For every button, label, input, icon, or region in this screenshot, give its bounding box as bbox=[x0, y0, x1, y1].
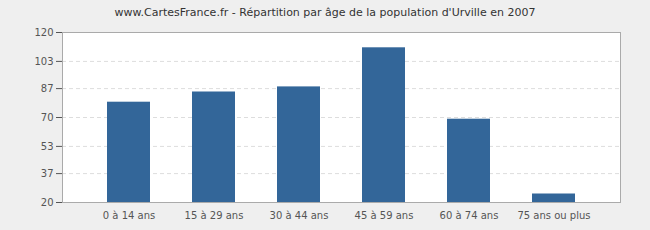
svg-text:60 à 74 ans: 60 à 74 ans bbox=[440, 210, 499, 221]
svg-text:20: 20 bbox=[41, 197, 54, 208]
svg-text:120: 120 bbox=[34, 27, 53, 38]
svg-text:87: 87 bbox=[41, 83, 54, 94]
svg-text:15 à 29 ans: 15 à 29 ans bbox=[185, 210, 244, 221]
svg-text:37: 37 bbox=[41, 168, 54, 179]
svg-text:0 à 14 ans: 0 à 14 ans bbox=[103, 210, 155, 221]
svg-text:30 à 44 ans: 30 à 44 ans bbox=[270, 210, 329, 221]
svg-text:70: 70 bbox=[41, 112, 54, 123]
svg-text:103: 103 bbox=[34, 56, 53, 67]
svg-text:45 à 59 ans: 45 à 59 ans bbox=[355, 210, 414, 221]
html-text:www.CartesFrance.fr - Répartit: www.CartesFrance.fr - Répartition par âg… bbox=[114, 6, 536, 19]
svg-text:75 ans ou plus: 75 ans ou plus bbox=[517, 210, 590, 221]
svg-text:53: 53 bbox=[41, 141, 54, 152]
